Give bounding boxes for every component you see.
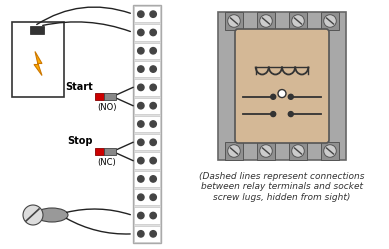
Circle shape [150,157,156,164]
Bar [12,22,64,97]
Bar [134,152,160,169]
Bar [218,12,346,160]
Text: Stop: Stop [68,136,93,146]
Circle shape [138,157,144,164]
Bar [134,6,160,22]
Circle shape [271,94,276,99]
Bar [95,148,104,155]
Circle shape [138,11,144,17]
Bar [95,93,104,100]
Circle shape [288,112,293,117]
Bar [134,116,160,132]
Circle shape [138,212,144,219]
Text: (NO): (NO) [97,103,116,112]
Circle shape [138,176,144,182]
Circle shape [324,145,336,157]
Bar [134,226,160,242]
Circle shape [138,84,144,91]
Bar [134,189,160,205]
Circle shape [138,139,144,145]
Circle shape [324,15,336,27]
Circle shape [278,90,286,98]
Bar [133,5,161,243]
Bar [257,142,275,160]
Circle shape [138,48,144,54]
Bar [134,79,160,96]
Bar [321,142,339,160]
Circle shape [150,103,156,109]
Bar [257,12,275,30]
Bar [104,93,116,100]
Circle shape [150,66,156,72]
Circle shape [292,15,304,27]
Circle shape [271,112,276,117]
Bar [134,61,160,77]
Circle shape [228,145,240,157]
Text: Start: Start [65,81,93,92]
Circle shape [150,29,156,36]
Circle shape [23,205,43,225]
Circle shape [138,103,144,109]
Circle shape [138,194,144,200]
Circle shape [150,84,156,91]
Bar [134,207,160,224]
Bar [134,171,160,187]
FancyBboxPatch shape [235,29,329,143]
Circle shape [150,48,156,54]
Bar [134,43,160,59]
Bar [321,12,339,30]
Circle shape [138,29,144,36]
Ellipse shape [36,208,68,222]
Bar [225,142,243,160]
Circle shape [150,194,156,200]
Circle shape [288,94,293,99]
Circle shape [260,15,272,27]
Circle shape [228,15,240,27]
Bar [225,12,243,30]
Circle shape [138,121,144,127]
Circle shape [260,145,272,157]
Circle shape [138,231,144,237]
Circle shape [150,176,156,182]
Polygon shape [34,52,42,75]
Circle shape [292,145,304,157]
Circle shape [150,121,156,127]
Bar [134,134,160,150]
Bar [104,148,116,155]
Bar [30,26,44,34]
Circle shape [150,231,156,237]
Bar [134,24,160,41]
Circle shape [150,11,156,17]
Circle shape [150,212,156,219]
Bar [289,142,307,160]
Circle shape [150,139,156,145]
Bar [134,98,160,114]
Text: (Dashed lines represent connections
between relay terminals and socket
screw lug: (Dashed lines represent connections betw… [199,172,365,202]
Bar [289,12,307,30]
Text: (NC): (NC) [97,158,116,167]
Circle shape [138,66,144,72]
